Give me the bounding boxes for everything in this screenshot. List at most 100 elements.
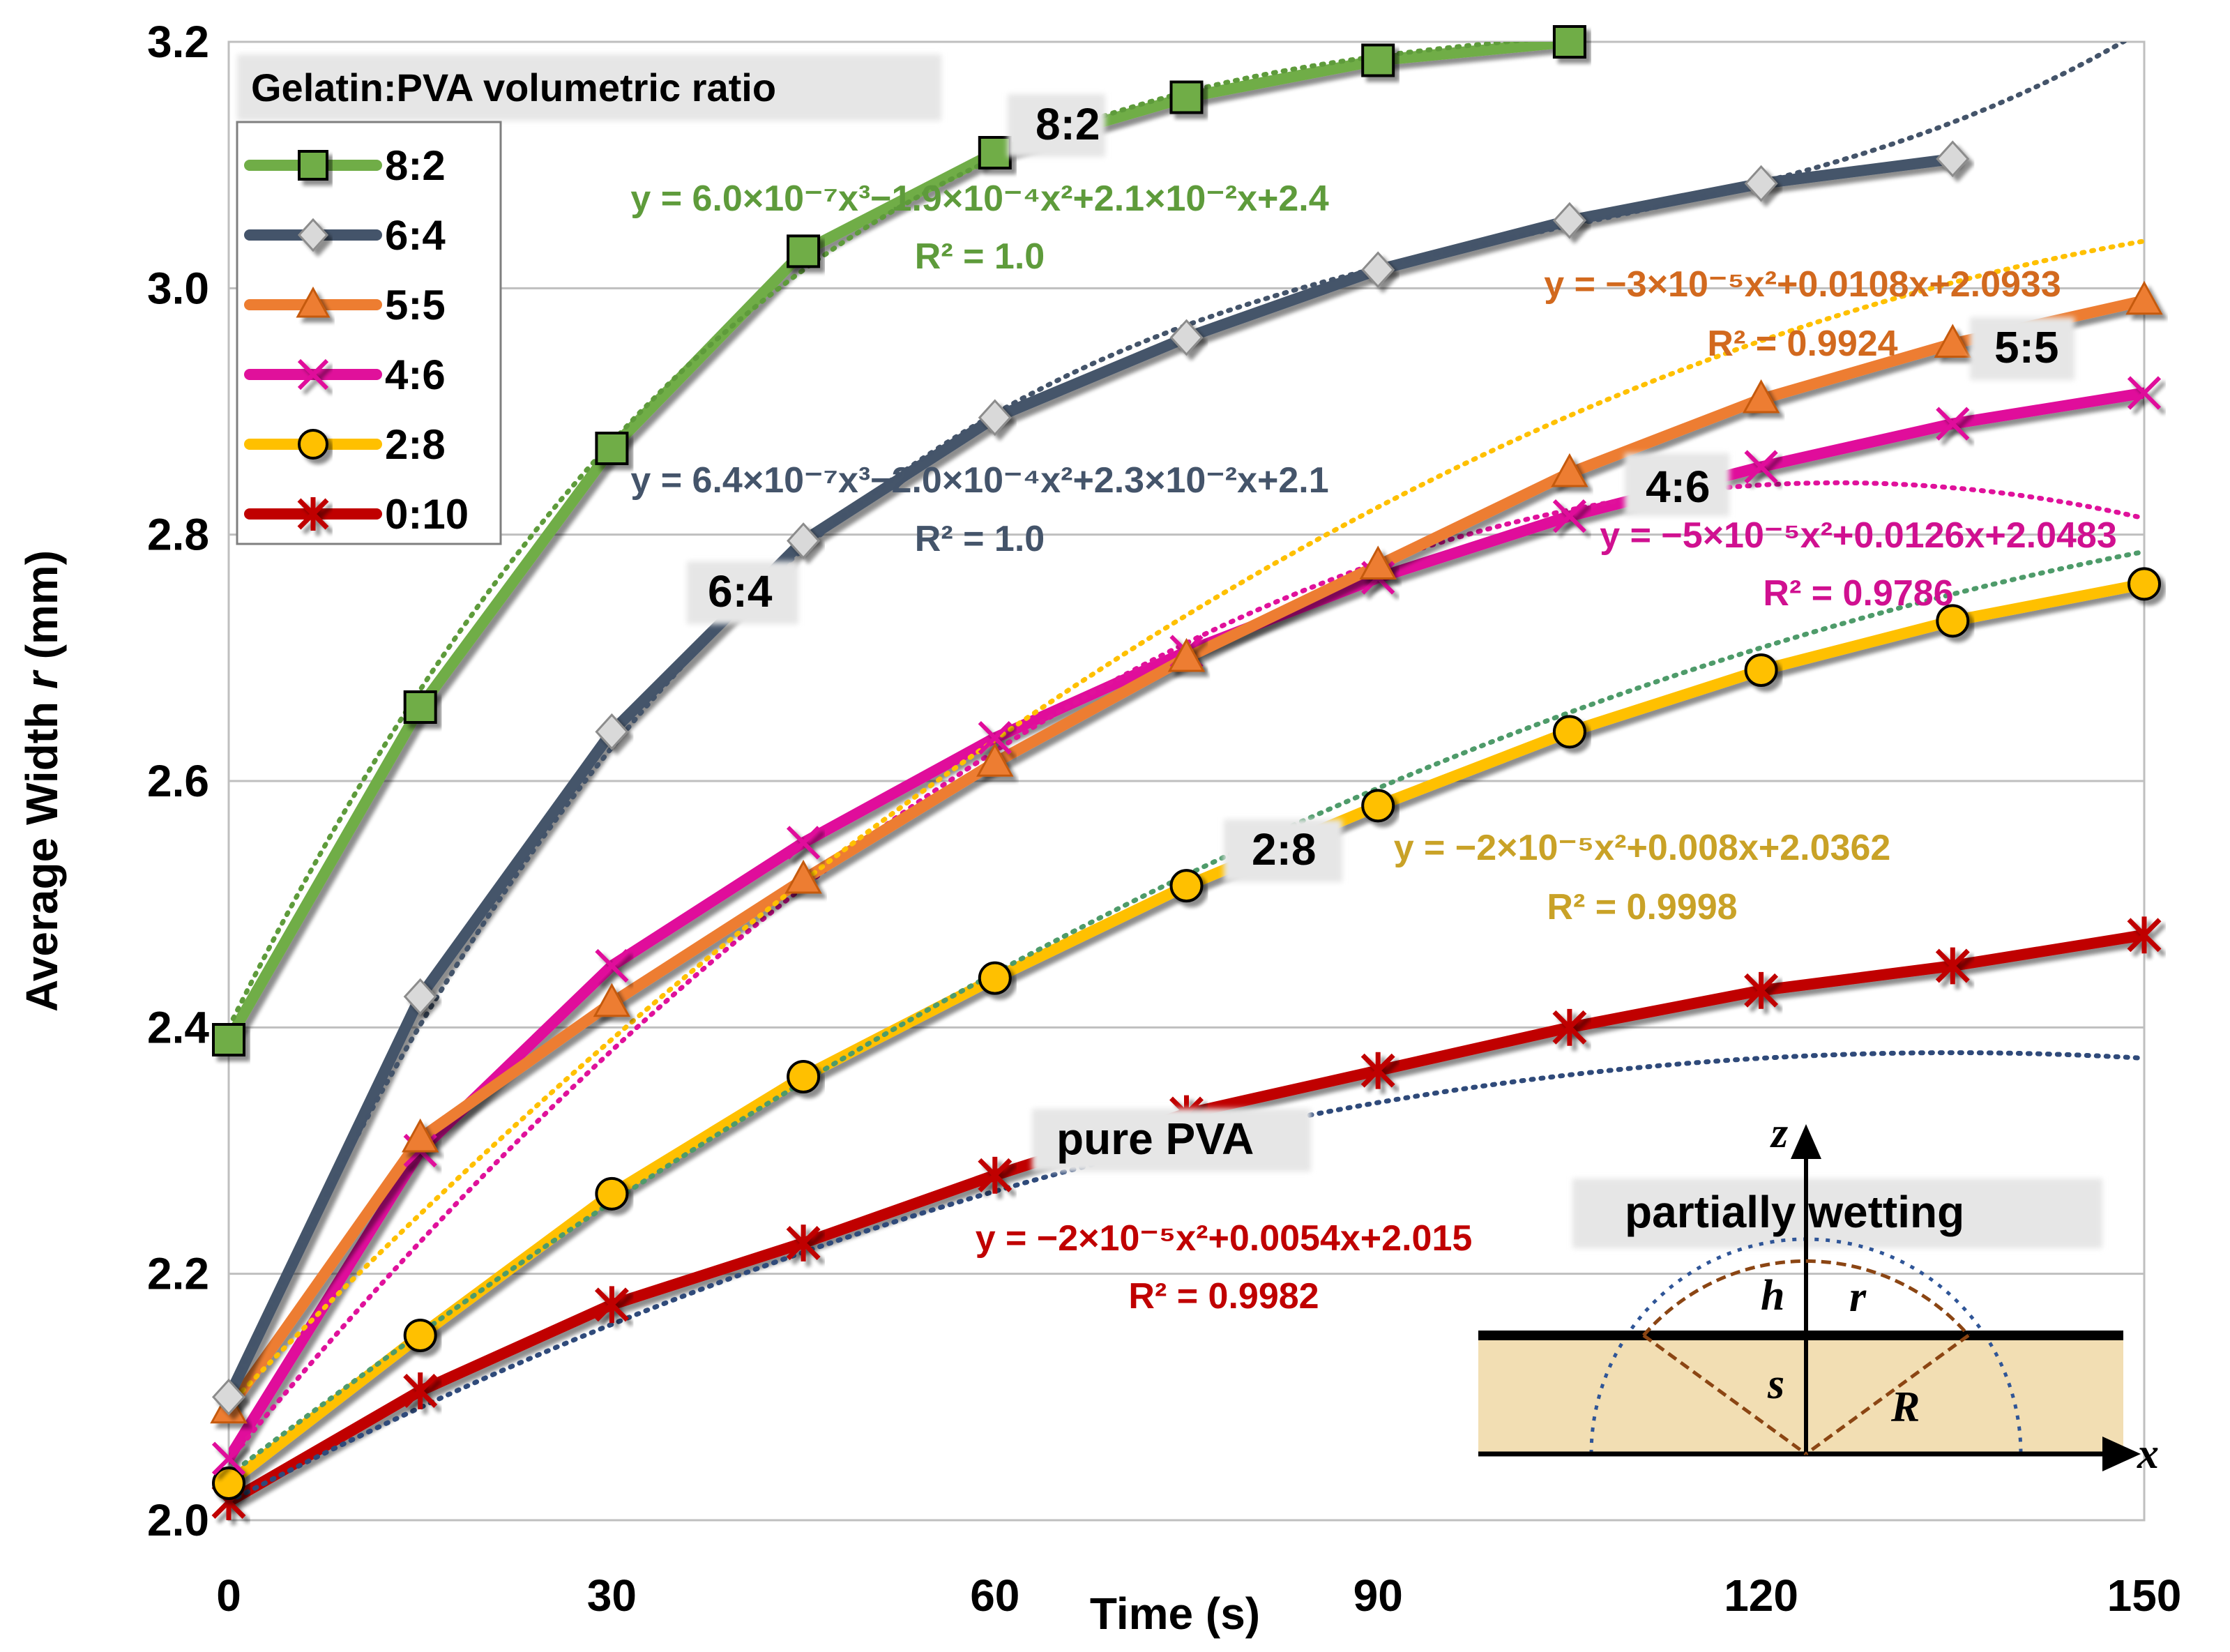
data-point: [1167, 637, 1206, 672]
data-point: [403, 978, 437, 1015]
data-point: [1744, 450, 1778, 484]
label-r: r: [1849, 1273, 1867, 1321]
marker-triangle: [1551, 453, 1588, 487]
radius-left: [1642, 1333, 1807, 1456]
legend-item: 4:6: [244, 351, 446, 398]
data-point: [297, 218, 329, 252]
y-axis-ticks: 2.0 2.2 2.4 2.6 2.8 3.0 3.2: [147, 17, 209, 1545]
x-tick-label: 90: [1353, 1570, 1403, 1621]
x-axis-title: Time (s): [1090, 1589, 1260, 1639]
marker-triangle: [784, 859, 822, 894]
label-010: pure PVA: [1056, 1114, 1254, 1164]
marker-asterisk: [786, 1225, 821, 1261]
data-point: [784, 859, 822, 894]
data-point: [297, 497, 329, 531]
equations: y = 6.0×10⁻⁷x³−1.9×10⁻⁴x²+2.1×10⁻²x+2.4 …: [630, 179, 2116, 1317]
marker-circle: [1552, 715, 1586, 749]
marker-asterisk: [594, 1286, 629, 1324]
marker-triangle: [593, 983, 631, 1017]
marker-x: [1552, 499, 1587, 533]
data-point: [1934, 324, 1972, 358]
inset-title-bg: [1572, 1179, 2102, 1248]
label-s: s: [1767, 1361, 1784, 1408]
wetting-inset: partially wetting z x h r s R: [1478, 1109, 2159, 1478]
legend-item: 0:10: [244, 491, 469, 538]
data-point: [978, 136, 1012, 169]
data-point: [1169, 869, 1204, 903]
data-point: [786, 1225, 821, 1261]
data-point: [593, 983, 631, 1017]
data-point: [786, 826, 821, 860]
inset-title: partially wetting: [1625, 1187, 1964, 1237]
marker-circle: [212, 1467, 245, 1500]
marker-triangle: [1359, 545, 1397, 580]
marker-diamond: [297, 218, 329, 252]
y-axis-title: Average Width r (mm): [17, 550, 67, 1012]
marker-asterisk: [297, 497, 329, 531]
data-point: [297, 358, 329, 391]
marker-asterisk: [403, 1372, 438, 1409]
label-82: 8:2: [1036, 99, 1100, 149]
data-point: [403, 690, 437, 724]
trendline-5-5: [229, 238, 2144, 1408]
marker-square: [1169, 80, 1204, 114]
label-28-bg: [1224, 819, 1342, 882]
marker-diamond: [1361, 251, 1395, 289]
legend-title-bg: [237, 54, 941, 121]
marker-asterisk: [1935, 947, 1970, 985]
marker-circle: [1169, 869, 1204, 903]
data-point: [1169, 80, 1204, 114]
data-point: [1552, 1008, 1587, 1046]
y-tick-label: 3.2: [147, 17, 209, 67]
marker-square: [1361, 43, 1395, 77]
data-point: [787, 1060, 821, 1093]
marker-diamond: [403, 978, 437, 1015]
data-point: [403, 1372, 438, 1409]
data-point: [401, 1118, 439, 1153]
marker-circle: [978, 961, 1012, 995]
marker-diamond: [595, 713, 629, 750]
marker-square: [787, 234, 821, 268]
marker-diamond: [978, 399, 1012, 437]
marker-circle: [1744, 653, 1778, 687]
y-tick-label: 2.6: [147, 756, 209, 806]
data-point: [1936, 604, 1970, 638]
data-point: [595, 948, 629, 983]
legend-item: 5:5: [244, 282, 446, 328]
data-point: [787, 522, 821, 559]
data-point: [1744, 165, 1778, 202]
data-point: [978, 721, 1012, 755]
legend-label: 6:4: [385, 212, 446, 259]
x-tick-label: 150: [2107, 1570, 2182, 1621]
data-point: [1552, 499, 1587, 533]
data-point: [211, 1441, 246, 1476]
z-axis-arrow-icon: [1791, 1124, 1821, 1159]
eq-28-line2: R² = 0.9998: [1547, 887, 1737, 927]
marker-asterisk: [1744, 971, 1779, 1009]
label-h: h: [1761, 1272, 1784, 1319]
marker-asterisk: [978, 1156, 1012, 1194]
legend-item: 2:8: [244, 421, 446, 468]
label-64: 6:4: [708, 566, 773, 616]
data-point: [296, 286, 331, 318]
data-point: [595, 1176, 629, 1211]
data-point: [298, 150, 328, 181]
data-point: [1552, 25, 1586, 59]
data-point: [1552, 715, 1586, 749]
eq-010-line1: y = −2×10⁻⁵x²+0.0054x+2.015: [976, 1218, 1473, 1259]
data-point: [787, 234, 821, 268]
x-axis-ticks: 0 30 60 90 120 150: [216, 1570, 2181, 1621]
legend-items: 8:2 6:4 5:5 4:6 2:8 0:10: [244, 142, 469, 538]
marker-diamond: [787, 522, 821, 559]
data-point: [403, 1319, 437, 1352]
label-82-bg: [1008, 94, 1105, 157]
marker-x: [1936, 407, 1970, 441]
marker-layer: [210, 25, 2163, 1520]
label-55: 5:5: [1994, 322, 2059, 372]
data-point: [1169, 319, 1204, 356]
marker-diamond: [1169, 319, 1204, 356]
x-tick-label: 0: [216, 1570, 241, 1621]
label-55-bg: [1970, 317, 2074, 380]
x-axis-arrow-icon: [2102, 1437, 2141, 1471]
eq-82-line2: R² = 1.0: [915, 236, 1045, 277]
